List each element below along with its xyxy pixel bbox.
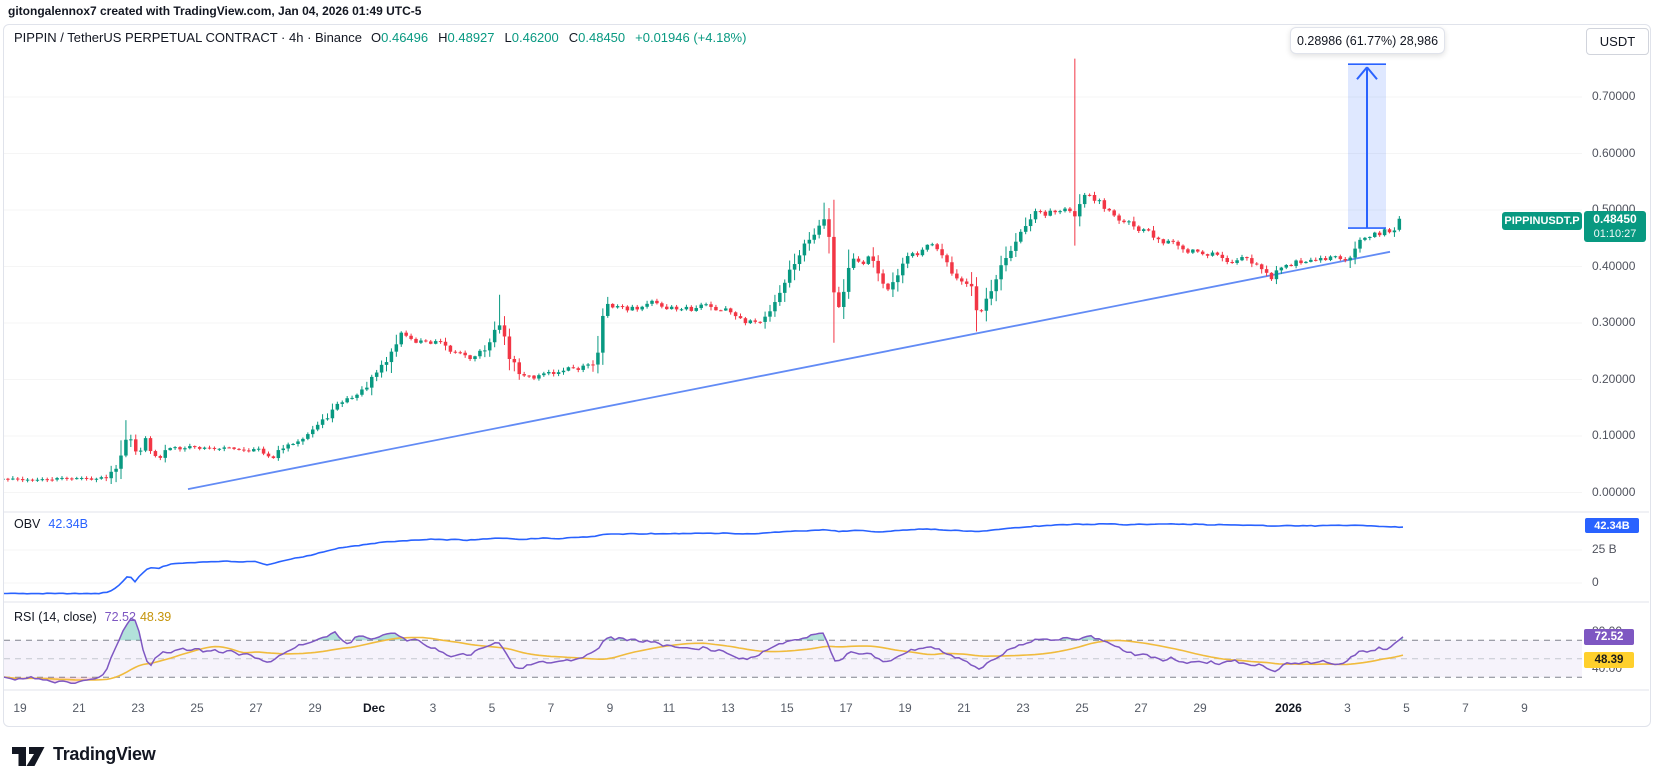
price-tick-label: 0.60000	[1592, 145, 1636, 160]
obv-indicator[interactable]	[3, 522, 1582, 595]
tradingview-brand-text: TradingView	[53, 743, 156, 764]
pane-dividers	[4, 511, 1649, 691]
time-axis-label: 21	[72, 701, 86, 715]
rsi-legend[interactable]: RSI (14, close) 72.52 48.39	[14, 610, 171, 624]
ohlc-values: O0.46496 H0.48927 L0.46200 C0.48450 +0.0…	[371, 30, 747, 45]
low-value: 0.46200	[511, 30, 559, 45]
time-axis-label: 25	[190, 701, 204, 715]
measure-tool-label[interactable]: 0.28986 (61.77%) 28,986	[1290, 27, 1445, 54]
time-axis-label: 5	[1403, 701, 1410, 715]
rsi-ma-axis-value-label: 48.39	[1584, 652, 1634, 668]
time-axis-label: 27	[249, 701, 263, 715]
trendline-drawing[interactable]	[187, 250, 1391, 490]
change-value: +0.01946 (+4.18%)	[635, 30, 747, 45]
measure-tool[interactable]	[1348, 63, 1386, 229]
time-axis-label: 25	[1075, 701, 1089, 715]
open-value: 0.46496	[381, 30, 429, 45]
time-axis-label: 29	[1193, 701, 1207, 715]
rsi-indicator[interactable]	[3, 617, 1582, 685]
tradingview-logo-icon	[12, 747, 45, 766]
rsi-ma-line	[4, 636, 1404, 681]
rsi-line	[4, 617, 1404, 685]
time-axis-label: 29	[308, 701, 322, 715]
time-axis-label: 9	[606, 701, 614, 715]
chart-canvas[interactable]	[0, 0, 1661, 735]
time-axis-label: 17	[839, 701, 853, 715]
time-axis-label: 7	[547, 701, 555, 715]
symbol-legend[interactable]: PIPPIN / TetherUS PERPETUAL CONTRACT · 4…	[14, 30, 746, 45]
price-tick-label: 0.30000	[1592, 315, 1636, 329]
high-value: 0.48927	[447, 30, 495, 45]
time-axis-label: 23	[1016, 701, 1030, 715]
time-axis-label: 19	[13, 701, 27, 715]
rsi-value: 72.52	[104, 610, 136, 624]
time-axis-label: 2026	[1275, 701, 1302, 715]
currency-unit-button[interactable]: USDT	[1586, 28, 1649, 55]
obv-value: 42.34B	[48, 517, 89, 531]
time-axis-label: 7	[1462, 701, 1469, 715]
price-tick-label: 0.70000	[1592, 89, 1636, 103]
symbol-title[interactable]: PIPPIN / TetherUS PERPETUAL CONTRACT · 4…	[14, 30, 362, 45]
time-axis-label: 11	[662, 701, 676, 715]
snapshot-attribution: gitongalennox7 created with TradingView.…	[8, 4, 422, 18]
time-axis-label: Dec	[362, 701, 386, 715]
price-gridlines	[4, 96, 1582, 493]
rsi-axis-value-label: 72.52	[1584, 629, 1634, 645]
time-axis-label: 21	[957, 701, 971, 715]
time-axis-label: 15	[780, 701, 794, 715]
time-axis-label: 3	[1344, 701, 1351, 715]
time-axis-label: 27	[1134, 701, 1148, 715]
time-axis-label: 9	[1521, 701, 1528, 715]
obv-label: OBV	[14, 517, 41, 531]
obv-legend[interactable]: OBV 42.34B	[14, 517, 88, 531]
time-axis-label: 5	[488, 701, 496, 715]
last-price-label: 0.48450 01:10:27	[1584, 211, 1646, 242]
time-axis-label: 23	[131, 701, 145, 715]
time-axis-label: 13	[721, 701, 735, 715]
candlestick-series[interactable]	[1, 58, 1402, 485]
time-axis-label: 3	[429, 701, 437, 715]
close-value: 0.48450	[578, 30, 626, 45]
rsi-label: RSI (14, close)	[14, 610, 97, 624]
price-tick-label: 0.00000	[1592, 484, 1636, 499]
price-tick-label: 0.40000	[1592, 258, 1636, 273]
price-axis-symbol-label: PIPPINUSDT.P	[1502, 212, 1582, 230]
bar-countdown: 01:10:27	[1593, 228, 1637, 240]
obv-axis-value-label: 42.34B	[1585, 518, 1639, 533]
obv-tick-label: 0	[1592, 575, 1599, 589]
obv-tick-label: 25 B	[1592, 542, 1617, 556]
obv-line	[4, 522, 1404, 595]
tradingview-watermark[interactable]: TradingView	[12, 741, 156, 767]
price-tick-label: 0.10000	[1592, 428, 1636, 442]
last-price-value: 0.48450	[1593, 212, 1637, 226]
price-tick-label: 0.20000	[1592, 371, 1636, 386]
rsi-ma-value: 48.39	[139, 610, 172, 624]
time-axis-label: 19	[898, 701, 912, 715]
